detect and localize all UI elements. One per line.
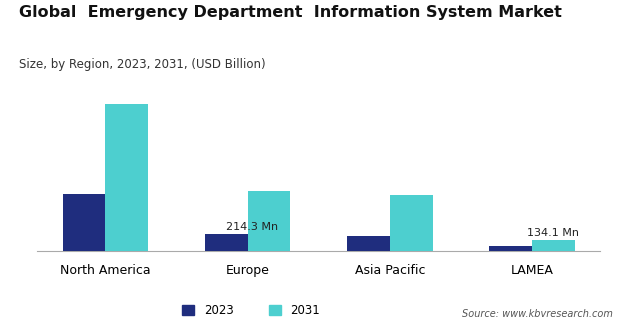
Bar [347,236,390,251]
Text: Source: www.kbvresearch.com: Source: www.kbvresearch.com [462,309,613,319]
Bar [532,241,575,251]
Bar [490,246,532,251]
Bar [248,191,290,251]
Bar [205,234,248,251]
Text: 214.3 Mn: 214.3 Mn [227,222,279,232]
Bar [105,104,148,251]
Bar [63,194,105,251]
Legend: 2023, 2031: 2023, 2031 [183,304,320,317]
Bar [390,195,433,251]
Text: 134.1 Mn: 134.1 Mn [527,228,579,238]
Text: Global  Emergency Department  Information System Market: Global Emergency Department Information … [19,5,561,20]
Text: Size, by Region, 2023, 2031, (USD Billion): Size, by Region, 2023, 2031, (USD Billio… [19,58,265,71]
